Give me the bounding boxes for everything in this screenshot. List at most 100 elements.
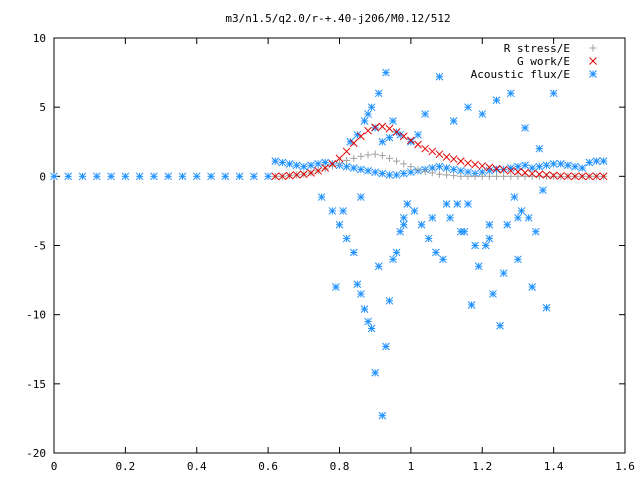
point-s2-114 xyxy=(464,103,472,112)
point-s2-8 xyxy=(164,172,173,181)
point-s2-132 xyxy=(499,269,508,278)
point-s2-33 xyxy=(392,171,401,179)
legend-marker-2 xyxy=(589,70,597,78)
point-s1-6 xyxy=(314,166,322,175)
point-s2-40 xyxy=(442,164,451,172)
point-s2-63 xyxy=(317,193,326,201)
point-s2-14 xyxy=(249,172,258,181)
y-tick-label-2: -10 xyxy=(26,309,46,322)
point-s2-68 xyxy=(353,280,362,289)
point-s2-75 xyxy=(378,411,387,420)
x-tick-label-7: 1.4 xyxy=(544,460,564,473)
point-s0-33 xyxy=(507,172,515,180)
y-tick-label-0: -20 xyxy=(26,447,46,460)
point-s2-83 xyxy=(410,207,419,215)
point-s0-10 xyxy=(343,156,351,164)
x-tick-label-4: 0.8 xyxy=(330,460,350,473)
point-s2-29 xyxy=(364,166,372,175)
point-s1-13 xyxy=(364,126,372,135)
series-1 xyxy=(271,122,608,181)
point-s2-51 xyxy=(521,161,529,170)
point-s2-130 xyxy=(471,241,479,250)
point-s1-32 xyxy=(499,165,508,174)
point-s1-37 xyxy=(535,170,544,179)
point-s2-70 xyxy=(360,305,369,313)
point-s2-117 xyxy=(506,89,515,98)
point-s1-21 xyxy=(421,144,430,153)
point-s0-12 xyxy=(357,152,365,160)
point-s2-120 xyxy=(549,89,558,98)
point-s2-61 xyxy=(592,157,601,165)
point-s2-86 xyxy=(432,248,440,257)
point-s0-30 xyxy=(485,172,493,180)
point-s0-31 xyxy=(493,172,501,180)
point-s1-16 xyxy=(385,124,394,133)
point-s2-88 xyxy=(446,213,454,222)
point-s2-134 xyxy=(528,283,537,291)
y-tick-label-3: -5 xyxy=(33,240,46,253)
point-s2-139 xyxy=(399,220,408,229)
point-s2-12 xyxy=(221,172,230,181)
point-s2-57 xyxy=(564,161,572,170)
point-s2-55 xyxy=(549,160,558,168)
point-s2-18 xyxy=(285,160,294,168)
point-s2-129 xyxy=(456,227,465,236)
point-s0-17 xyxy=(393,157,401,165)
x-tick-label-0: 0 xyxy=(51,460,58,473)
point-s2-91 xyxy=(467,301,476,309)
point-s2-126 xyxy=(414,130,422,139)
point-s2-105 xyxy=(367,103,376,112)
point-s2-6 xyxy=(135,172,144,181)
x-tick-label-2: 0.4 xyxy=(187,460,207,473)
point-s1-20 xyxy=(414,140,422,149)
point-s2-140 xyxy=(464,200,472,208)
point-s2-135 xyxy=(542,303,551,312)
legend-marker-0 xyxy=(589,44,597,52)
point-s0-22 xyxy=(428,169,436,177)
point-s0-24 xyxy=(443,171,451,179)
point-s2-41 xyxy=(449,165,458,174)
point-s2-31 xyxy=(378,169,387,178)
point-s2-58 xyxy=(571,162,579,171)
point-s2-92 xyxy=(474,262,483,271)
x-tick-label-5: 1 xyxy=(408,460,415,473)
point-s0-28 xyxy=(471,172,479,180)
point-s2-77 xyxy=(385,296,394,305)
point-s2-141 xyxy=(485,234,494,243)
point-s2-111 xyxy=(421,110,430,118)
point-s2-54 xyxy=(542,161,551,170)
point-s1-42 xyxy=(571,172,579,181)
point-s0-16 xyxy=(385,154,393,162)
point-s1-45 xyxy=(592,172,601,181)
point-s2-119 xyxy=(535,144,544,153)
point-s2-116 xyxy=(492,96,501,105)
point-s2-107 xyxy=(382,68,390,77)
point-s0-38 xyxy=(542,172,550,180)
point-s1-39 xyxy=(549,171,558,180)
point-s2-19 xyxy=(292,161,301,170)
point-s1-23 xyxy=(435,150,444,159)
point-s2-73 xyxy=(371,368,380,377)
point-s2-71 xyxy=(364,317,372,326)
point-s2-74 xyxy=(374,262,383,271)
chart-title: m3/n1.5/q2.0/r-+.40-j206/M0.12/512 xyxy=(225,12,450,25)
point-s2-128 xyxy=(442,200,451,208)
series-layer xyxy=(50,68,608,420)
point-s2-85 xyxy=(424,234,433,243)
point-s1-35 xyxy=(521,168,529,177)
point-s2-13 xyxy=(235,172,244,181)
point-s2-136 xyxy=(332,283,340,291)
point-s1-40 xyxy=(556,172,565,180)
point-s1-18 xyxy=(399,132,408,141)
point-s2-30 xyxy=(371,168,380,177)
point-s2-127 xyxy=(428,213,437,222)
point-s1-41 xyxy=(564,172,572,181)
point-s0-14 xyxy=(371,150,379,158)
point-s2-34 xyxy=(399,169,408,178)
point-s0-32 xyxy=(500,172,508,180)
point-s2-118 xyxy=(521,124,529,132)
point-s2-95 xyxy=(496,321,504,330)
point-s1-7 xyxy=(321,164,330,172)
